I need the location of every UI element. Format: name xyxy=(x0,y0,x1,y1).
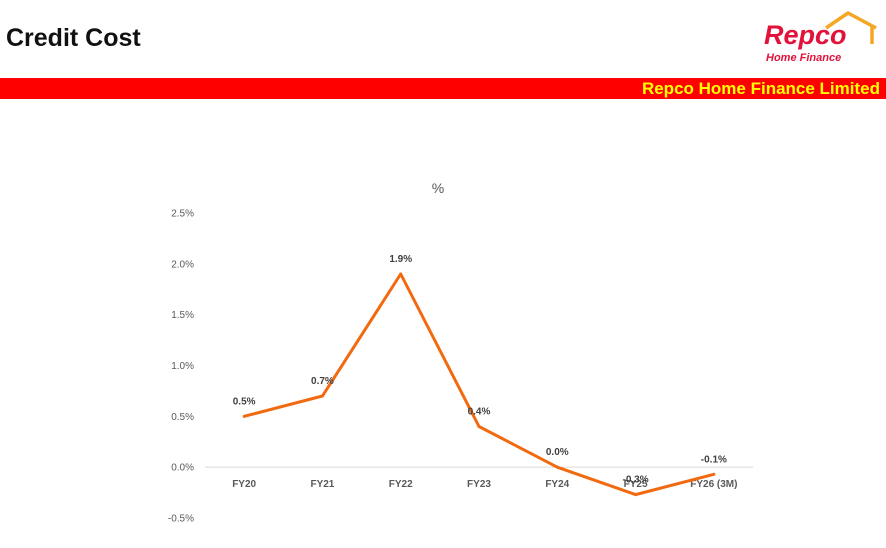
y-axis-ticks: 2.5% 2.0% 1.5% 1.0% 0.5% 0.0% -0.5% xyxy=(168,209,194,525)
x-tick-label: FY25 xyxy=(624,479,648,490)
data-point xyxy=(477,425,481,428)
y-tick-label: 0.0% xyxy=(171,463,194,474)
y-tick-label: 0.5% xyxy=(171,412,194,423)
data-label: 0.0% xyxy=(546,447,569,458)
data-point xyxy=(555,465,559,469)
y-tick-label: 1.0% xyxy=(171,361,194,372)
y-tick-label: 2.0% xyxy=(171,259,194,270)
x-tick-label: FY23 xyxy=(467,479,491,490)
logo-name: Repco xyxy=(764,20,847,50)
data-label: 0.7% xyxy=(311,376,334,387)
x-tick-label: FY22 xyxy=(389,479,413,490)
data-label: -0.1% xyxy=(701,454,727,465)
y-tick-label: 1.5% xyxy=(171,310,194,321)
data-point xyxy=(242,414,246,418)
data-point xyxy=(320,394,324,398)
data-labels: 0.5% 0.7% 1.9% 0.4% 0.0% -0.3% -0.1% xyxy=(233,254,727,486)
page-title: Credit Cost xyxy=(6,24,141,52)
logo-tagline: Home Finance xyxy=(766,52,841,64)
chart-title: % xyxy=(432,180,444,196)
y-tick-label: 2.5% xyxy=(171,209,194,220)
x-tick-label: FY26 (3M) xyxy=(690,479,737,490)
data-point xyxy=(634,493,638,497)
y-tick-label: -0.5% xyxy=(168,514,194,525)
x-axis-ticks: FY20 FY21 FY22 FY23 FY24 FY25 FY26 (3M) xyxy=(232,479,737,490)
data-label: -0.3% xyxy=(623,475,649,486)
company-logo: Repco Home Finance xyxy=(764,11,877,64)
data-label: 0.5% xyxy=(233,396,256,407)
data-label: 0.4% xyxy=(468,407,491,418)
data-point xyxy=(712,472,716,476)
data-label: 1.9% xyxy=(389,254,412,265)
x-tick-label: FY21 xyxy=(310,479,334,490)
company-band: Repco Home Finance Limited xyxy=(0,78,886,99)
data-point xyxy=(399,272,403,276)
x-tick-label: FY20 xyxy=(232,479,256,490)
house-roof-icon xyxy=(825,11,877,30)
data-points xyxy=(242,272,716,497)
company-band-label: Repco Home Finance Limited xyxy=(641,79,880,98)
x-tick-label: FY24 xyxy=(545,479,569,490)
